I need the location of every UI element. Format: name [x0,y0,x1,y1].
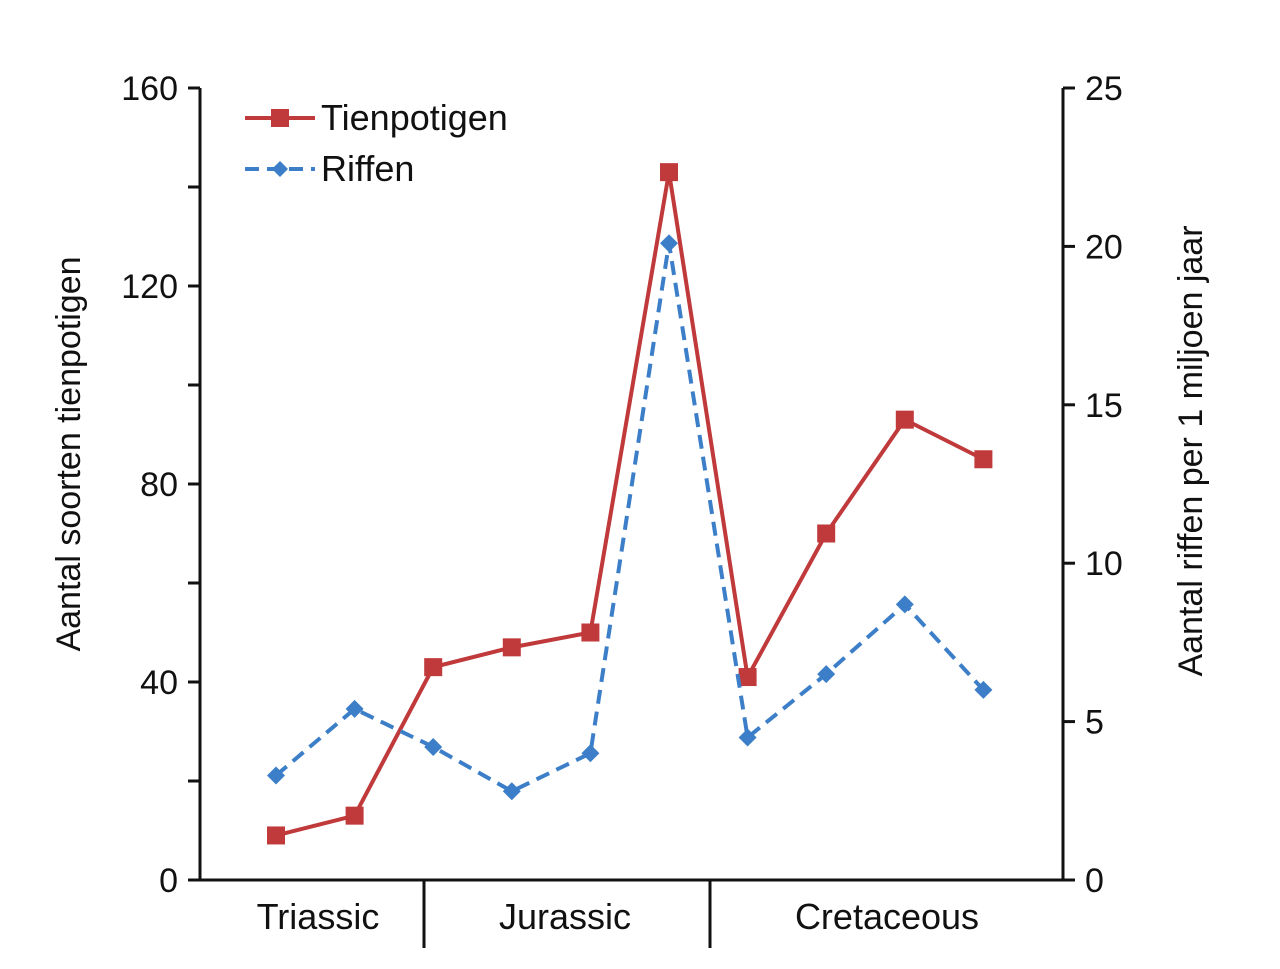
point-riffen [345,699,364,718]
point-tienpotigen [581,623,600,642]
point-tienpotigen [660,163,678,182]
y2-tick-label: 10 [1085,545,1123,583]
period-label-triassic: Triassic [257,896,380,937]
series-line-riffen [274,242,985,794]
y-tick-label: 0 [159,862,178,900]
series-riffen [267,234,993,801]
y2-axis-title: Aantal riffen per 1 miljoen jaar [1172,225,1210,676]
series-layer [267,163,993,845]
axes [198,88,1065,948]
period-labels: Triassic Jurassic Cretaceous [257,896,979,937]
y-axis-title: Aantal soorten tienpotigen [50,256,88,651]
point-tienpotigen [502,638,521,657]
y2-tick-label: 0 [1085,862,1104,900]
series-line-tienpotigen [275,171,985,838]
point-tienpotigen [267,826,285,845]
point-riffen [660,234,678,253]
y2-tick-label: 5 [1085,704,1104,742]
point-tienpotigen [974,450,993,469]
point-riffen [895,595,914,614]
legend-marker [271,109,289,127]
y2-tick-label: 20 [1085,228,1123,266]
point-tienpotigen [345,806,364,825]
legend-marker [272,161,288,177]
point-riffen [502,782,521,801]
series-tienpotigen [267,163,993,845]
y-tick-label: 160 [121,70,178,108]
y-tick-label: 40 [140,664,178,702]
legend-item-riffen: Riffen [245,148,414,189]
y2-tick-label: 15 [1085,387,1123,425]
point-tienpotigen [895,410,914,429]
point-tienpotigen [424,658,443,677]
point-riffen [974,680,993,699]
y-tick-label: 120 [121,268,178,306]
point-tienpotigen [738,668,757,687]
legend-item-tienpotigen: Tienpotigen [245,97,508,138]
ticks: 0 40 80 120 160 0 5 10 15 20 25 [121,70,1123,900]
point-riffen [738,728,757,747]
point-riffen [817,665,836,684]
y2-tick-label: 25 [1085,70,1123,108]
legend: Tienpotigen Riffen [245,97,508,189]
point-riffen [424,737,443,756]
period-label-jurassic: Jurassic [499,896,631,937]
point-riffen [267,766,285,785]
point-tienpotigen [817,524,836,543]
period-label-cretaceous: Cretaceous [795,896,979,937]
y-tick-label: 80 [140,466,178,504]
legend-label: Riffen [321,148,414,189]
legend-label: Tienpotigen [321,97,508,138]
point-riffen [581,744,600,763]
